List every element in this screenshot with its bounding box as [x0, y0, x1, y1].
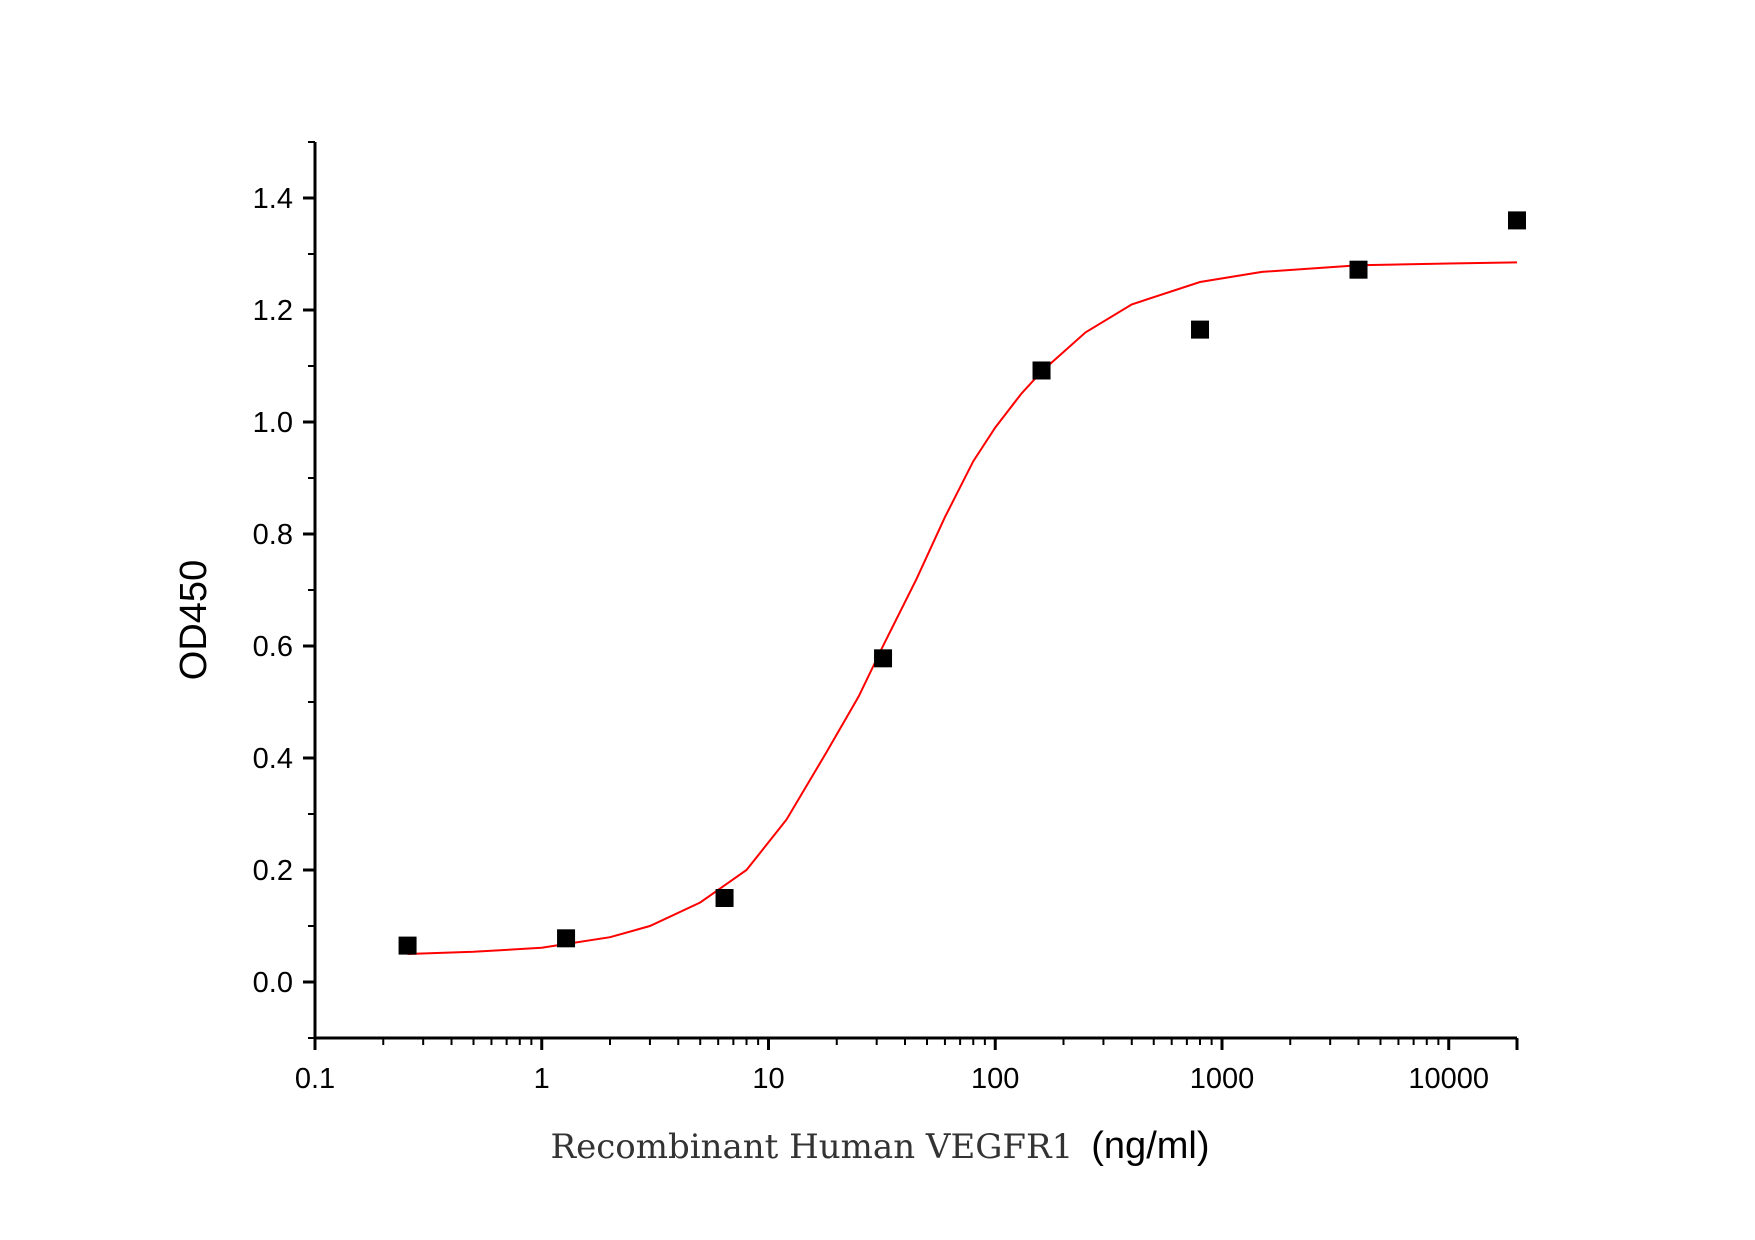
data-point: [1508, 211, 1526, 230]
y-axis-ticks: 0.0 0.2 0.4 0.6 0.8 1.0 1.2 1.4: [253, 141, 315, 1039]
data-point: [557, 929, 576, 948]
y-axis-label: OD450: [173, 560, 215, 680]
data-point: [1191, 320, 1210, 339]
axes: [313, 142, 1517, 1040]
x-axis-label: Recombinant Human VEGFR1 (ng/ml): [550, 1125, 1209, 1167]
y-tick-label: 1.0: [253, 407, 293, 439]
data-points-layer: [398, 211, 1526, 955]
fit-curve-layer: [407, 261, 1518, 955]
x-tick-label: 100: [971, 1063, 1019, 1095]
y-tick-label: 0.6: [253, 631, 293, 663]
x-tick-label: 1000: [1190, 1063, 1255, 1095]
x-tick-label: 1: [534, 1063, 550, 1095]
x-axis-label-name: Recombinant Human VEGFR1: [550, 1127, 1073, 1167]
data-point: [715, 889, 734, 907]
data-point: [1032, 361, 1051, 380]
y-tick-label: 1.2: [253, 295, 293, 327]
x-tick-label: 10000: [1408, 1063, 1489, 1095]
x-axis-ticks: 0.1 1 10 100 1000 10000: [295, 1038, 1519, 1095]
data-point: [1349, 260, 1368, 279]
x-tick-label: 0.1: [295, 1063, 335, 1095]
y-tick-label: 0.8: [253, 519, 293, 551]
fit-curve: [407, 261, 1518, 955]
y-tick-label: 0.2: [253, 855, 293, 887]
data-point: [874, 649, 893, 668]
y-tick-label: 0.0: [253, 967, 293, 999]
data-point: [398, 936, 417, 955]
y-tick-label: 0.4: [253, 743, 293, 775]
y-tick-label: 1.4: [253, 183, 293, 215]
x-axis-label-unit: (ng/ml): [1091, 1125, 1209, 1167]
x-tick-label: 10: [752, 1063, 784, 1095]
